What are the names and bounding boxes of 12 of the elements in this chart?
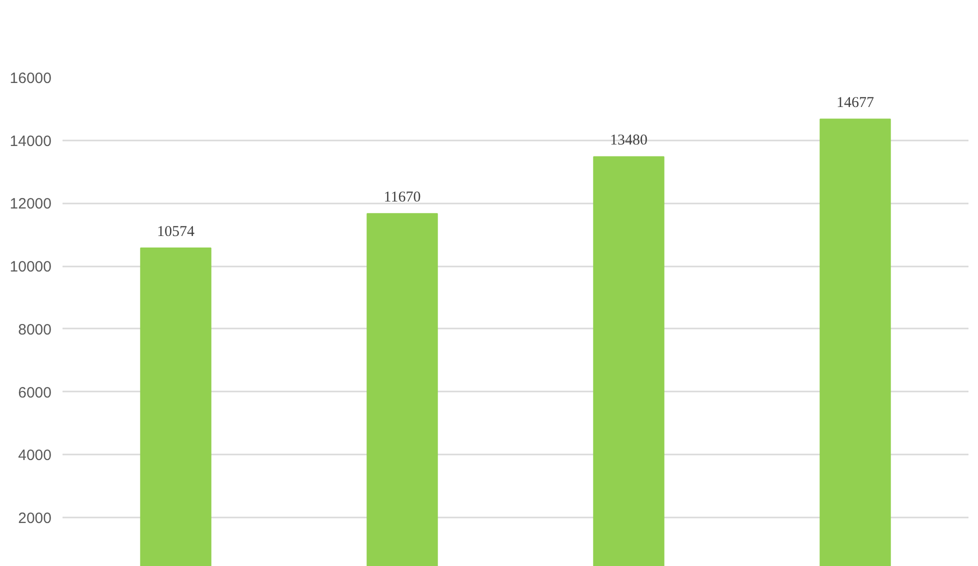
- y-tick-label: 10000: [10, 258, 52, 276]
- y-tick-label: 12000: [10, 196, 52, 213]
- y-tick-label: 14000: [10, 132, 52, 150]
- data-label: 14677: [836, 95, 874, 112]
- y-tick-label: 6000: [18, 384, 52, 402]
- data-label: 10574: [157, 224, 195, 240]
- y-tick-label: 2000: [18, 510, 52, 527]
- y-tick-label: 8000: [18, 321, 52, 338]
- y-tick-label: 4000: [18, 447, 52, 464]
- y-tick-label: 16000: [10, 70, 52, 87]
- data-label: 13480: [610, 132, 648, 149]
- data-label: 11670: [384, 190, 421, 206]
